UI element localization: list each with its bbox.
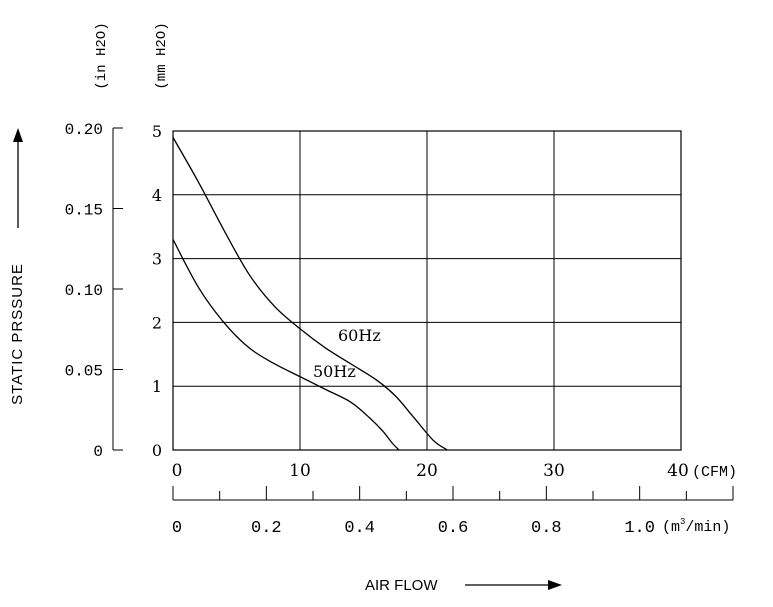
series-label: 50Hz bbox=[313, 362, 356, 381]
x-axis-title: AIR FLOW bbox=[365, 577, 438, 594]
cfm-tick-label: 30 bbox=[543, 461, 565, 481]
cfm-tick-label: 10 bbox=[289, 461, 311, 481]
m3-tick-label: 0.2 bbox=[251, 519, 282, 538]
y-axis-title: STATIC PRSSURE bbox=[9, 263, 26, 405]
m3-tick-label: 0.8 bbox=[531, 519, 562, 538]
mm-tick-label: 5 bbox=[152, 122, 162, 141]
in-tick-label: 0.10 bbox=[65, 282, 103, 300]
m3-axis-labels: 0 0.2 0.4 0.6 0.8 1.0 bbox=[172, 519, 655, 538]
m3-axis-ticks bbox=[172, 486, 734, 500]
x-axis-arrow-head bbox=[548, 580, 562, 590]
mm-tick-label: 0 bbox=[152, 441, 162, 460]
plot-grid bbox=[172, 130, 682, 451]
curves: 60Hz 50Hz bbox=[172, 137, 448, 451]
m3-unit-label: (m3/min) bbox=[662, 517, 730, 536]
m3-tick-label: 0.6 bbox=[438, 519, 469, 538]
cfm-unit-label: (CFM) bbox=[692, 464, 737, 481]
curve-50hz bbox=[172, 239, 400, 451]
cfm-tick-label: 20 bbox=[416, 461, 438, 481]
in-axis-ticks: 0 0.05 0.10 0.15 0.20 bbox=[65, 121, 123, 461]
curve-60hz bbox=[172, 137, 448, 451]
y-axis-arrow-head bbox=[13, 128, 23, 142]
m3-tick-label: 0.4 bbox=[344, 519, 375, 538]
in-tick-label: 0 bbox=[93, 443, 103, 461]
mm-tick-label: 3 bbox=[152, 250, 162, 269]
cfm-tick-label: 40 bbox=[667, 461, 689, 481]
cfm-axis-labels: 0 10 20 30 40 bbox=[172, 461, 689, 481]
m3-tick-label: 0 bbox=[172, 519, 182, 538]
series-label: 60Hz bbox=[338, 326, 381, 345]
mm-axis-labels: 0 1 2 3 4 5 bbox=[152, 122, 162, 460]
unit-in-h2o: (in H2O) bbox=[94, 22, 110, 89]
mm-tick-label: 2 bbox=[152, 313, 162, 332]
in-tick-label: 0.20 bbox=[65, 121, 103, 139]
mm-tick-label: 1 bbox=[152, 377, 162, 396]
cfm-tick-label: 0 bbox=[172, 461, 183, 481]
mm-tick-label: 4 bbox=[152, 186, 162, 205]
m3-tick-label: 1.0 bbox=[624, 519, 655, 538]
unit-mm-h2o: (mm H2O) bbox=[154, 22, 170, 89]
in-tick-label: 0.05 bbox=[65, 363, 103, 381]
in-tick-label: 0.15 bbox=[65, 202, 103, 220]
